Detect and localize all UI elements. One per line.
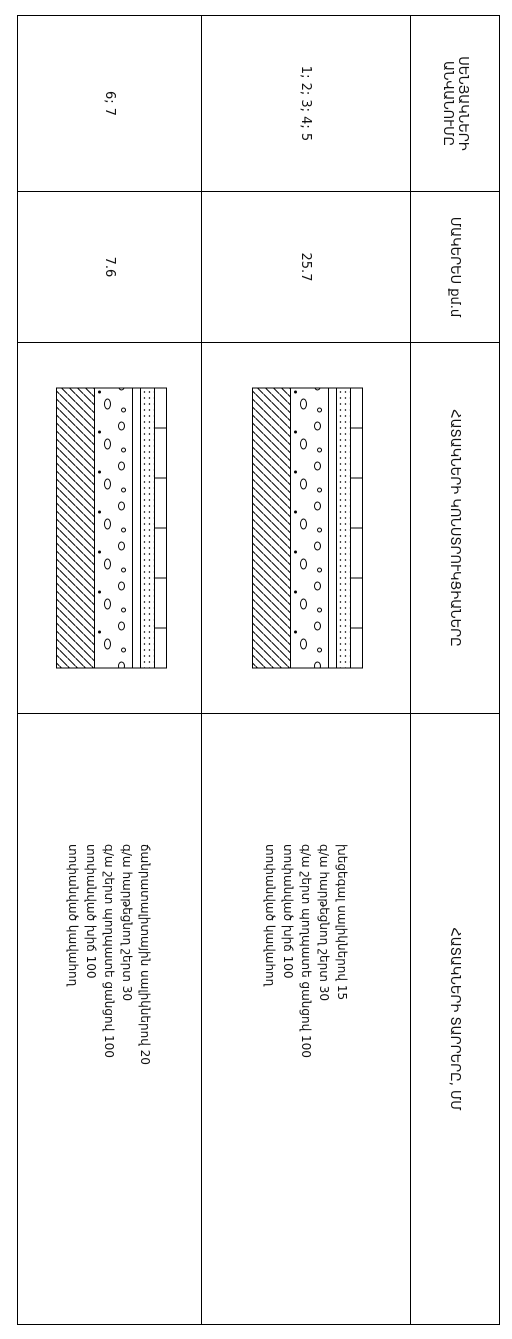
layer-line: խեցեգալ սալիկներով 15 bbox=[335, 844, 349, 1001]
layer-line: տոփանված խիճ 100 bbox=[84, 844, 99, 979]
area: 25.7 bbox=[201, 191, 411, 343]
header-cell: ՄԱԿԵՐԵՍ քմ.մ bbox=[410, 191, 500, 343]
layers: խեցեգալ սալիկներով 15 գ/ա հարթեցնող շերտ … bbox=[201, 713, 411, 1325]
header-cell: ՀԱՏԱԿՆԵՐԻ ԿՈՆՍՏՐՈՒԿՑԻԱՆԵՐԸ bbox=[410, 342, 500, 714]
layer-line: գ/ա հարթեցնող շերտ 30 bbox=[120, 844, 135, 1002]
floor-table: ՍԵՆՅԱԿՆԵՐԻ ԱՆՎԱՆՈՒՄԸ ՄԱԿԵՐԵՍ քմ.մ ՀԱՏԱԿՆ… bbox=[17, 15, 500, 1325]
layer-line: տոփանված կավահող bbox=[66, 844, 81, 987]
construction-drawing bbox=[49, 378, 174, 678]
header-cell: ՍԵՆՅԱԿՆԵՐԻ ԱՆՎԱՆՈՒՄԸ bbox=[410, 15, 500, 192]
drawing bbox=[17, 342, 202, 714]
header-cell: ՀԱՏԱԿՆԵՐԻ ՏԱՐՐԵՐԸ, ՄՄ bbox=[410, 713, 500, 1325]
drawing bbox=[201, 342, 411, 714]
layer-line: տոփանված խիճ 100 bbox=[281, 844, 295, 979]
area: 7.6 bbox=[17, 191, 202, 343]
construction-drawing bbox=[246, 378, 371, 678]
layer-line: գ/ա շերտ պողպատե ցանցով 100 bbox=[102, 844, 117, 1058]
layer-line: գ/ա հարթեցնող շերտ 30 bbox=[317, 844, 331, 1002]
rooms: 6; 7 bbox=[17, 15, 202, 192]
layers: ճանրատալիտային սալիկներով 20 գ/ա հարթեցնո… bbox=[17, 713, 202, 1325]
layer-line: տոփանված կավահող bbox=[263, 844, 277, 987]
rooms: 1; 2; 3; 4; 5 bbox=[201, 15, 411, 192]
layer-line: գ/ա շերտ պողպատե ցանցով 100 bbox=[299, 844, 313, 1058]
layer-line: ճանրատալիտային սալիկներով 20 bbox=[138, 844, 153, 1065]
